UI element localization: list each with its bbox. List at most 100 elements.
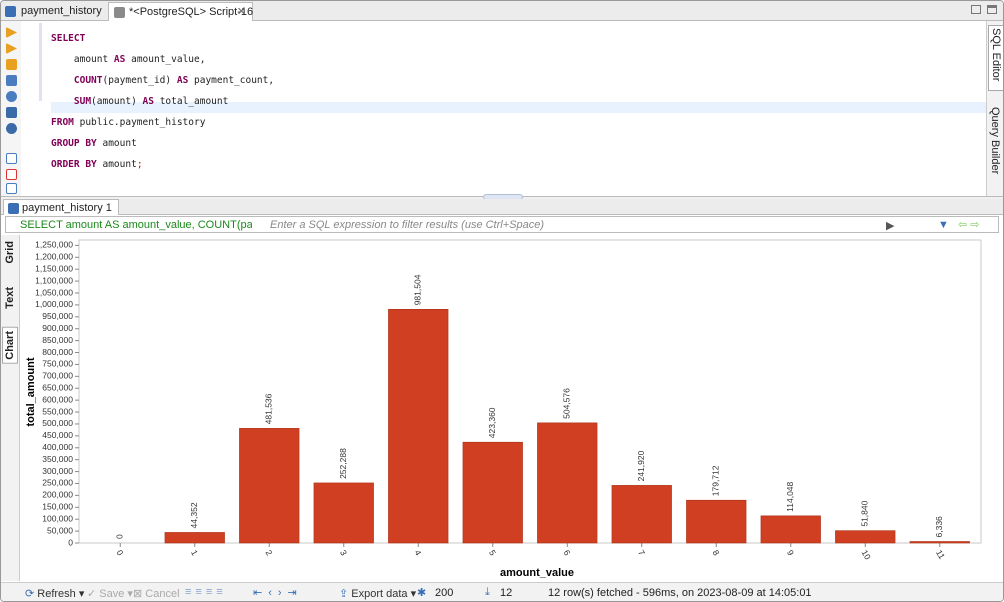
x-tick-label: 11 [934, 548, 947, 561]
y-tick-label: 750,000 [42, 359, 73, 369]
tab-label: payment_history [21, 5, 102, 17]
results-tab[interactable]: payment_history 1 [3, 199, 119, 215]
bar [686, 499, 747, 544]
chart: amount_value total_amount 0 50,000 100,000… [25, 239, 982, 579]
plot-frame [78, 239, 982, 544]
identifier: public.payment_history [73, 116, 206, 128]
value-label: 51,840 [860, 500, 870, 526]
fetch-all-icon[interactable]: ⤓ [485, 586, 490, 598]
value-label: 252,288 [338, 448, 348, 479]
code-line: SELECT [51, 33, 274, 45]
editor-tab[interactable]: payment_history [1, 2, 108, 21]
y-tick-label: 300,000 [42, 466, 73, 476]
function: SUM [51, 95, 92, 107]
x-tick-label: 1 [189, 548, 200, 557]
minimize-button[interactable] [971, 5, 981, 14]
execute-button[interactable] [6, 27, 17, 38]
bar [462, 441, 523, 544]
bar [537, 422, 598, 544]
tool-button[interactable] [6, 183, 17, 194]
y-tick-label: 500,000 [42, 418, 73, 428]
y-tick-label: 100,000 [42, 513, 73, 523]
close-button[interactable]: ✕ [236, 6, 246, 18]
x-tick-label: 5 [487, 548, 498, 557]
navigation-buttons[interactable]: ⇤‹›⇥ [253, 587, 303, 599]
filter-button[interactable]: ▼ [938, 219, 949, 231]
y-axis-label: total_amount [25, 357, 37, 426]
identifier: amount_value, [125, 53, 206, 65]
view-tab[interactable]: Chart [2, 327, 18, 364]
editor-tab[interactable]: *<PostgreSQL> Script-16 ✕ [108, 2, 253, 21]
value-label: 0 [115, 534, 125, 539]
current-line [51, 102, 986, 113]
keyword: GROUP BY [51, 137, 97, 149]
settings-icon: ✱ [417, 587, 427, 599]
identifier: total_amount [153, 95, 229, 107]
side-tab[interactable]: SQL Editor [988, 25, 1003, 91]
keyword: ORDER BY [51, 158, 97, 170]
value-label: 6,336 [934, 516, 944, 538]
x-tick-label: 10 [860, 548, 874, 561]
keyword: FROM [51, 116, 74, 128]
identifier: amount [96, 158, 137, 170]
filter-bar: SELECT amount AS amount_value, COUNT(pay… [5, 216, 999, 233]
value-label: 114,048 [785, 481, 795, 511]
code-line: ORDER BY amount; [51, 158, 274, 171]
x-tick-label: 0 [115, 548, 126, 557]
bar [760, 515, 821, 544]
button-label: Export data [351, 588, 408, 600]
script-icon [114, 7, 125, 18]
folding-bar [39, 23, 42, 101]
view-tab[interactable]: Text [4, 287, 16, 309]
y-tick-label: 400,000 [42, 442, 73, 452]
y-tick-label: 200,000 [42, 490, 73, 500]
function: COUNT [51, 74, 103, 86]
value-label: 504,576 [562, 388, 572, 419]
y-tick-label: 900,000 [42, 323, 73, 333]
view-tab[interactable]: Grid [4, 241, 16, 264]
value-label: 423,360 [487, 407, 497, 438]
code-line: GROUP BY amount [51, 137, 274, 150]
filter-input[interactable]: Enter a SQL expression to filter results… [270, 219, 545, 231]
bar [909, 541, 970, 544]
y-tick-label: 0 [68, 537, 73, 547]
tool-button[interactable] [6, 169, 17, 180]
tool-button[interactable] [6, 153, 17, 164]
value-label: 481,536 [264, 393, 274, 424]
y-tick-label: 600,000 [42, 394, 73, 404]
y-tick-label: 1,250,000 [35, 240, 73, 250]
explain-button[interactable] [6, 59, 17, 70]
settings-button[interactable] [6, 123, 17, 134]
refresh-button[interactable]: ⟳ Refresh ▾ [25, 588, 85, 600]
apply-filter-button[interactable]: ▶ [886, 220, 895, 232]
value-label: 179,712 [711, 465, 721, 496]
cancel-button[interactable]: ⊠ Cancel [133, 588, 180, 600]
tool-button[interactable] [6, 75, 17, 86]
x-tick-label: 3 [338, 548, 349, 557]
y-tick-label: 800,000 [42, 347, 73, 357]
y-tick-label: 150,000 [42, 502, 73, 512]
identifier: (amount) [91, 95, 143, 107]
keyword: AS [142, 95, 154, 107]
x-axis-label: amount_value [500, 567, 574, 579]
y-tick-label: 1,100,000 [35, 275, 73, 285]
x-tick-label: 8 [711, 548, 722, 557]
edit-buttons[interactable]: ≡≡≡≡ [185, 586, 227, 598]
bar [164, 532, 225, 544]
button-label: Cancel [145, 588, 180, 600]
tool-button[interactable] [6, 91, 17, 102]
execute-script-button[interactable] [6, 43, 17, 54]
bar [388, 309, 449, 544]
side-tab[interactable]: Query Builder [989, 107, 1001, 175]
save-button[interactable]: ✓ Save ▾ [87, 588, 133, 600]
y-tick-label: 1,000,000 [35, 299, 73, 309]
fetch-size[interactable]: 200 [435, 587, 454, 599]
identifier: amount [51, 53, 114, 65]
maximize-button[interactable] [987, 5, 997, 14]
x-tick-label: 4 [413, 548, 424, 557]
y-tick-label: 450,000 [42, 430, 73, 440]
history-button[interactable]: ⇦ ⇨ [958, 219, 980, 231]
tool-button[interactable] [6, 107, 17, 118]
bar [313, 482, 374, 544]
export-button[interactable]: ⇪ Export data ▾ [339, 588, 417, 600]
